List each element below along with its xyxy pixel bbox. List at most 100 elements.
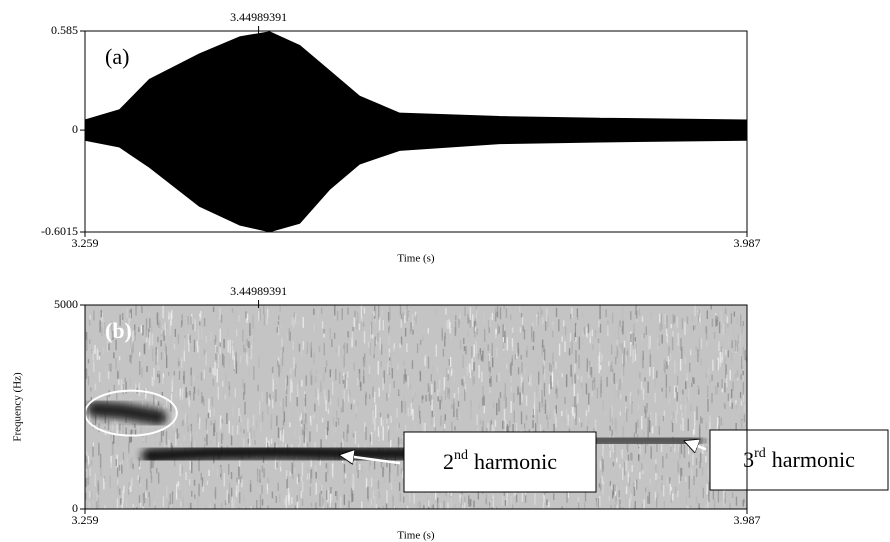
texture-streak	[724, 357, 726, 365]
texture-streak	[574, 323, 577, 337]
texture-streak	[340, 407, 343, 413]
texture-streak	[505, 396, 507, 408]
texture-streak	[717, 316, 719, 322]
texture-streak	[446, 387, 449, 398]
texture-streak	[368, 341, 370, 348]
texture-streak	[607, 324, 609, 337]
texture-streak	[323, 342, 326, 356]
texture-streak	[448, 359, 451, 366]
texture-streak	[116, 430, 119, 436]
texture-streak	[216, 354, 218, 363]
texture-streak	[310, 421, 312, 426]
texture-streak	[481, 371, 483, 382]
texture-streak	[589, 362, 591, 376]
texture-streak	[238, 415, 241, 423]
panel-label: (a)	[105, 44, 129, 69]
texture-streak	[148, 339, 150, 349]
texture-streak	[372, 430, 375, 435]
texture-streak	[96, 348, 99, 360]
texture-streak	[289, 331, 291, 341]
texture-streak	[537, 312, 539, 325]
texture-streak	[387, 320, 389, 333]
texture-streak	[155, 354, 157, 365]
plot-frame	[84, 30, 748, 233]
texture-streak	[483, 311, 486, 325]
texture-streak	[246, 429, 248, 437]
texture-streak	[407, 376, 409, 388]
texture-streak	[665, 388, 667, 399]
texture-streak	[602, 451, 604, 459]
annotation-suffix: nd	[454, 448, 468, 463]
texture-streak	[687, 507, 689, 509]
texture-streak	[377, 332, 379, 342]
texture-streak	[335, 368, 337, 381]
texture-streak	[623, 340, 626, 348]
texture-streak	[439, 379, 441, 392]
texture-streak	[629, 343, 632, 357]
texture-streak	[389, 383, 391, 394]
texture-streak	[658, 426, 660, 436]
texture-streak	[624, 493, 627, 507]
texture-streak	[303, 423, 305, 435]
texture-streak	[571, 315, 573, 329]
texture-streak	[588, 392, 590, 405]
texture-streak	[496, 311, 498, 318]
texture-streak	[346, 379, 348, 390]
texture-streak	[424, 422, 426, 436]
texture-streak	[685, 477, 687, 482]
texture-streak	[149, 496, 151, 507]
texture-streak	[739, 351, 741, 364]
texture-streak	[550, 375, 552, 390]
texture-streak	[123, 485, 125, 493]
texture-streak	[88, 463, 90, 478]
texture-streak	[549, 362, 551, 372]
texture-streak	[660, 482, 663, 491]
texture-streak	[742, 499, 745, 506]
texture-streak	[666, 478, 668, 487]
texture-streak	[482, 420, 484, 435]
texture-streak	[93, 310, 95, 321]
texture-streak	[498, 398, 500, 412]
texture-streak	[611, 372, 613, 384]
texture-streak	[441, 327, 443, 337]
texture-streak	[553, 409, 555, 416]
texture-streak	[251, 334, 253, 349]
texture-streak	[480, 355, 483, 361]
texture-streak	[151, 487, 153, 499]
texture-streak	[511, 327, 514, 333]
texture-streak	[421, 329, 424, 337]
texture-streak	[347, 307, 349, 315]
texture-streak	[364, 422, 366, 432]
texture-streak	[410, 322, 412, 332]
texture-streak	[719, 358, 721, 367]
texture-streak	[224, 394, 226, 400]
texture-streak	[126, 308, 128, 318]
texture-streak	[692, 325, 695, 331]
texture-streak	[378, 507, 380, 509]
texture-streak	[432, 504, 434, 509]
texture-streak	[568, 348, 571, 356]
texture-streak	[360, 305, 363, 319]
texture-streak	[121, 458, 124, 467]
texture-streak	[641, 463, 643, 472]
texture-streak	[169, 493, 171, 505]
texture-streak	[586, 327, 588, 337]
texture-streak	[214, 339, 216, 345]
texture-streak	[138, 352, 141, 357]
texture-streak	[473, 362, 475, 372]
texture-streak	[387, 312, 390, 323]
texture-streak	[637, 403, 640, 412]
panel-label: (b)	[105, 318, 132, 343]
texture-streak	[706, 386, 709, 396]
texture-streak	[420, 339, 422, 345]
texture-streak	[393, 380, 395, 388]
texture-streak	[453, 393, 456, 398]
texture-streak	[204, 437, 206, 442]
texture-streak	[266, 391, 268, 405]
texture-streak	[190, 375, 193, 387]
texture-streak	[718, 321, 721, 334]
texture-streak	[685, 496, 687, 505]
texture-streak	[98, 351, 101, 356]
texture-streak	[245, 507, 247, 509]
texture-streak	[242, 329, 244, 342]
